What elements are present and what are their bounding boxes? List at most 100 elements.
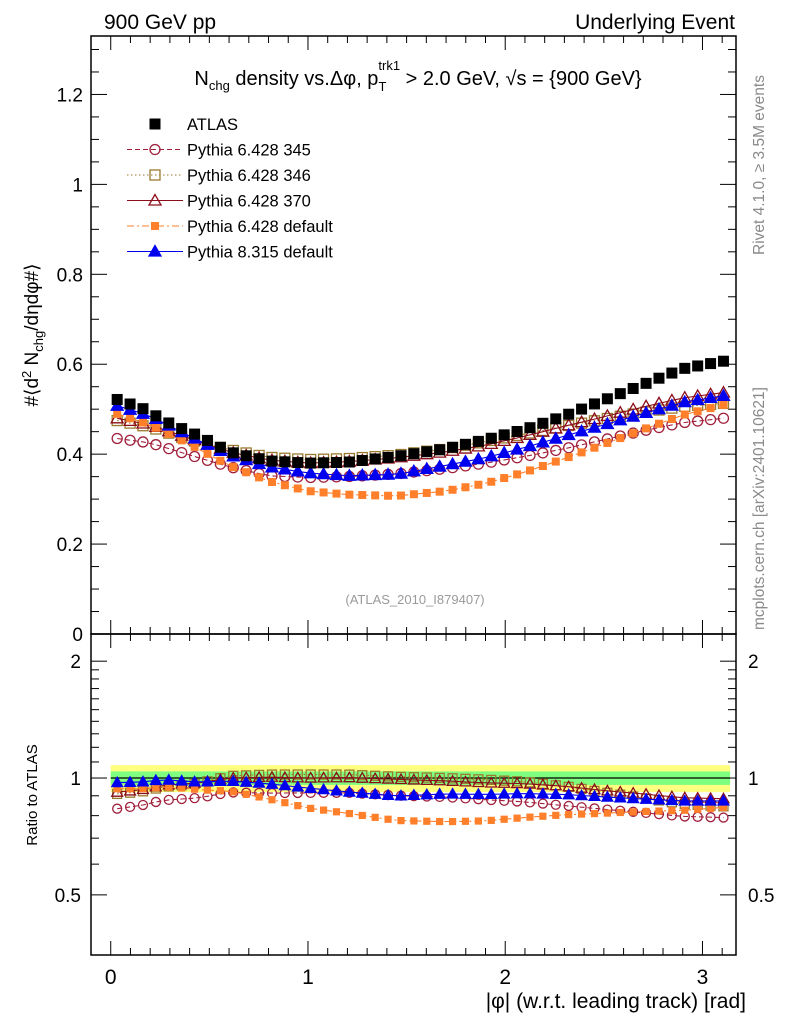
ratio-y-tick-label-right: 0.5	[748, 886, 774, 907]
ratio-point-p8	[110, 775, 124, 788]
data-point-p8	[355, 468, 370, 481]
ratio-point-p8	[678, 794, 692, 806]
ratio-point-pdef6	[629, 808, 637, 816]
ratio-point-p8	[523, 786, 537, 799]
data-point-atlas	[176, 423, 188, 435]
legend-label-pdef6: Pythia 6.428 default	[187, 218, 333, 236]
ratio-point-p345	[189, 792, 200, 804]
series-pdef6	[113, 400, 728, 500]
ratio-point-pdef6	[255, 793, 263, 801]
ratio-point-p345	[112, 803, 123, 814]
ratio-point-p345	[718, 812, 729, 823]
ratio-uncertainty-band	[110, 765, 731, 793]
data-point-atlas	[227, 447, 239, 459]
ratio-point-pdef6	[552, 811, 560, 819]
ratio-point-p370	[394, 772, 408, 785]
ratio-series-p8	[110, 773, 730, 806]
ratio-point-pdef6	[448, 817, 457, 826]
ratio-point-p8	[123, 775, 137, 787]
ratio-point-p8	[562, 788, 576, 800]
data-point-p345	[188, 450, 201, 463]
ratio-point-p8	[446, 787, 460, 799]
legend-marker-p346	[149, 169, 161, 181]
ratio-point-p8	[329, 784, 343, 796]
data-point-p8	[445, 456, 460, 470]
ratio-point-pdef6	[165, 783, 173, 791]
data-point-p8	[497, 445, 512, 459]
main-y-tick-label: 0	[72, 625, 83, 646]
ratio-point-pdef6	[242, 790, 250, 798]
ratio-point-pdef6	[526, 813, 534, 821]
data-point-atlas	[279, 456, 291, 468]
ratio-point-pdef6	[513, 814, 521, 822]
main-y-tick-label: 0.6	[57, 355, 83, 376]
legend-item-p8: Pythia 8.315 default	[127, 244, 333, 262]
title-delta: Δφ	[330, 68, 356, 90]
data-point-pdef6	[177, 436, 186, 445]
legend-label-p345: Pythia 6.428 345	[187, 142, 311, 160]
data-point-pdef6	[396, 491, 405, 500]
data-point-pdef6	[500, 474, 509, 483]
data-point-pdef6	[513, 470, 522, 479]
data-point-pdef6	[332, 489, 341, 498]
data-point-pdef6	[616, 434, 625, 443]
ratio-point-p345	[150, 796, 162, 808]
data-point-p8	[574, 423, 589, 437]
data-point-pdef6	[371, 491, 380, 500]
ratio-series-pdef6	[113, 783, 728, 826]
ratio-point-p346	[305, 769, 316, 780]
ratio-point-pdef6	[694, 805, 702, 813]
data-point-atlas	[588, 398, 600, 410]
data-point-p8	[368, 467, 383, 481]
ratio-point-p8	[304, 781, 318, 794]
ratio-point-p345	[124, 801, 136, 813]
data-point-p8	[406, 463, 421, 477]
ratio-point-p8	[510, 786, 524, 799]
data-point-atlas	[330, 456, 342, 468]
data-point-atlas	[653, 372, 665, 384]
data-point-atlas	[447, 441, 459, 453]
data-point-pdef6	[306, 487, 315, 496]
data-point-p8	[522, 438, 538, 452]
series-atlas	[111, 355, 729, 469]
data-point-p8	[380, 467, 396, 480]
legend-item-atlas: ATLAS	[149, 116, 238, 134]
legend-label-atlas: ATLAS	[187, 116, 238, 134]
ratio-point-pdef6	[642, 807, 650, 816]
legend-marker-p8	[147, 244, 163, 257]
data-point-pdef6	[474, 480, 483, 489]
data-point-pdef6	[203, 449, 212, 458]
chart-title: Nchg density vs.Δφ, pTtrk1 > 2.0 GeV, √s…	[194, 58, 642, 94]
ratio-point-p345	[537, 798, 549, 809]
main-y-tick-label: 1	[72, 175, 83, 196]
ratio-point-p8	[252, 776, 266, 788]
ratio-point-p346	[382, 771, 394, 782]
ratio-point-pdef6	[474, 817, 482, 825]
data-point-pdef6	[706, 404, 715, 413]
data-point-p8	[432, 459, 447, 472]
data-point-pdef6	[654, 419, 663, 428]
data-point-p8	[587, 420, 602, 433]
data-point-pdef6	[487, 477, 496, 486]
data-point-p8	[703, 390, 718, 404]
data-point-pdef6	[164, 430, 173, 439]
ratio-y-tick-label: 2	[70, 652, 81, 673]
x-axis-label: |φ| (w.r.t. leading track) [rad]	[486, 990, 746, 1013]
data-point-atlas	[627, 382, 639, 394]
ratio-point-p346	[408, 772, 420, 783]
ratio-point-p8	[355, 786, 369, 798]
data-point-p8	[290, 464, 305, 477]
ratio-point-pdef6	[281, 799, 289, 807]
data-point-pdef6	[151, 423, 160, 432]
data-point-atlas	[485, 432, 497, 444]
data-point-p8	[342, 468, 357, 481]
data-point-p345	[176, 446, 188, 459]
data-point-p8	[600, 416, 615, 430]
ratio-point-pdef6	[268, 796, 276, 804]
data-point-pdef6	[642, 424, 651, 433]
x-tick-label: 3	[697, 966, 709, 989]
data-point-atlas	[717, 355, 729, 367]
data-point-p8	[548, 431, 563, 444]
title-base-sub: chg	[209, 78, 230, 93]
title-base: N	[194, 68, 208, 90]
